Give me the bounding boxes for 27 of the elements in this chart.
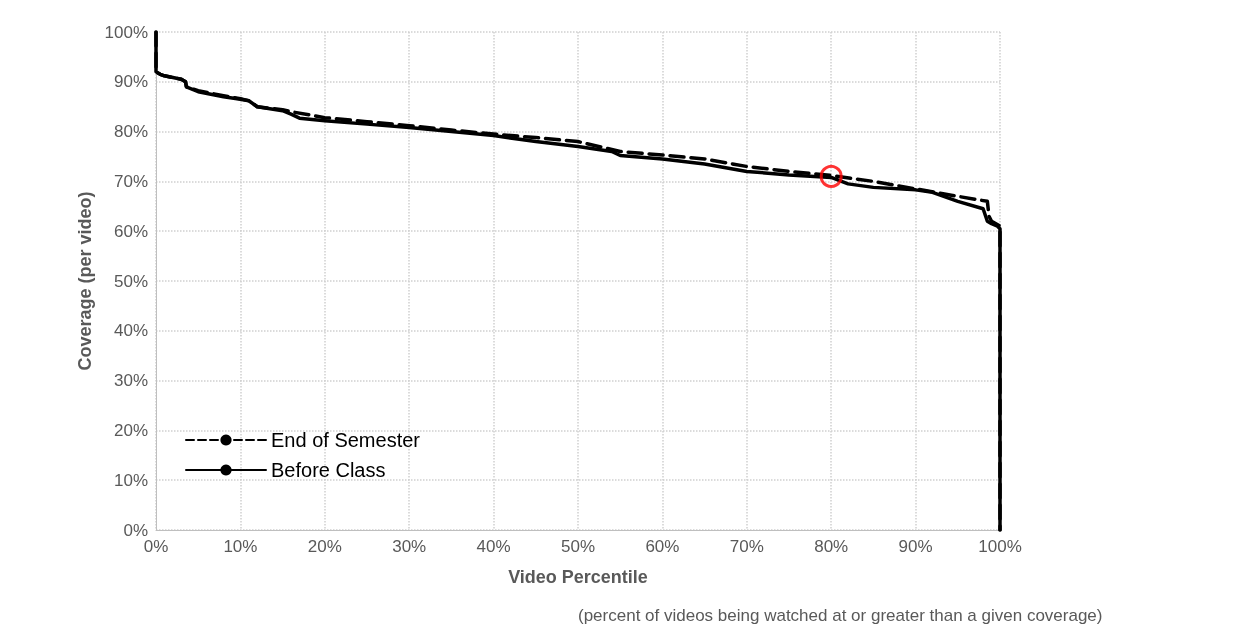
y-tick-label: 10%: [113, 470, 148, 490]
x-tick-label: 50%: [560, 537, 596, 556]
x-tick-label: 30%: [392, 537, 427, 556]
x-tick-label: 0%: [143, 537, 169, 556]
y-tick-label: 0%: [123, 520, 148, 540]
x-axis-title: Video Percentile: [508, 567, 648, 587]
x-tick-label: 100%: [978, 537, 1022, 556]
y-tick-label: 30%: [113, 371, 148, 391]
x-tick-label: 40%: [476, 537, 511, 556]
legend-label: End of Semester: [271, 429, 421, 451]
y-tick-label: 60%: [113, 221, 148, 241]
y-tick-label: 20%: [113, 420, 148, 440]
y-tick-label: 100%: [104, 22, 148, 42]
y-tick-label: 50%: [113, 271, 148, 291]
x-tick-label: 80%: [814, 537, 849, 556]
x-tick-label: 90%: [898, 537, 933, 556]
y-tick-label: 90%: [113, 72, 148, 92]
x-tick-label: 70%: [729, 537, 764, 556]
x-tick-label: 10%: [223, 537, 258, 556]
y-tick-label: 80%: [113, 122, 148, 142]
y-tick-label: 40%: [113, 321, 148, 341]
x-tick-label: 60%: [645, 537, 680, 556]
x-tick-label: 20%: [307, 537, 342, 556]
y-axis-title: Coverage (per video): [74, 191, 95, 371]
y-tick-label: 70%: [113, 171, 148, 191]
text: (percent of videos being watched at or greater than a given coverage): [577, 606, 1103, 625]
legend-label: Before Class: [271, 459, 386, 481]
